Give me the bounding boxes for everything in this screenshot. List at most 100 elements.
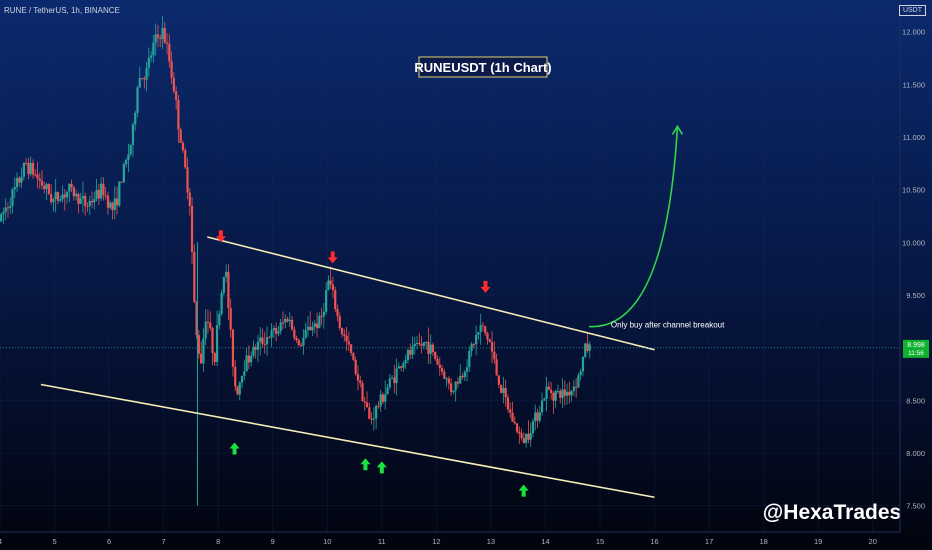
time-axis[interactable]: 4 5 6 7 8 9 10 11 12 13 14 15 16 17 18 19 20: [0, 537, 877, 546]
candle-body: [59, 199, 62, 201]
candle-body: [293, 329, 296, 339]
candle-body: [381, 394, 385, 402]
candle-body: [177, 99, 180, 130]
candle-body: [95, 190, 98, 200]
candle-body: [454, 381, 457, 391]
candle-body: [361, 383, 364, 402]
current-price-badge[interactable]: [903, 339, 929, 358]
candle-body: [384, 394, 387, 402]
candle-body: [525, 433, 528, 443]
candle-body: [422, 342, 425, 346]
sell-signal-arrow-icon: [327, 251, 338, 264]
candle-body: [584, 343, 587, 357]
candle-body: [61, 194, 64, 200]
candle-body: [211, 328, 214, 353]
candle-body: [47, 184, 50, 195]
time-tick-label: 18: [759, 537, 767, 546]
candle-body: [88, 200, 91, 206]
candle-body: [90, 200, 94, 203]
candle-body: [556, 391, 560, 393]
candle-body: [145, 67, 148, 80]
candle-body: [86, 205, 89, 207]
candle-body: [213, 352, 216, 362]
candle-body: [111, 202, 114, 210]
candle-body: [188, 192, 191, 207]
candle-body: [570, 390, 573, 396]
candle-body: [375, 405, 378, 419]
candle-body: [352, 352, 355, 360]
candle-body: [343, 334, 346, 336]
candle-body: [350, 344, 353, 353]
candle-body: [581, 356, 585, 372]
buy-signal-arrow-icon: [518, 484, 529, 497]
candle-body: [275, 327, 278, 334]
candle-body: [563, 389, 566, 396]
candle-body: [284, 318, 287, 323]
resistance-trendline[interactable]: [207, 236, 655, 351]
candle-body: [215, 325, 219, 362]
candle-body: [404, 360, 407, 364]
candle-body: [550, 389, 553, 394]
candle-body: [465, 367, 469, 372]
candle-body: [63, 194, 66, 198]
candle-countdown: 11:56: [908, 350, 924, 357]
candle-body: [134, 112, 137, 125]
watermark-label: @HexaTrades: [763, 501, 901, 524]
candle-body: [347, 341, 350, 345]
candle-body: [286, 318, 289, 322]
candle-body: [479, 325, 482, 333]
time-tick-label: 8: [216, 537, 220, 546]
candle-body: [0, 214, 3, 222]
time-tick-label: 11: [378, 537, 386, 546]
candle-body: [156, 34, 160, 38]
buy-signal-arrow-icon: [360, 458, 371, 471]
candle-body: [365, 402, 369, 408]
support-trendline[interactable]: [40, 383, 655, 499]
candle-body: [113, 198, 116, 210]
candle-body: [393, 377, 396, 384]
candle-body: [529, 433, 532, 440]
current-price-label: 8.998: [907, 342, 925, 349]
candle-body: [397, 366, 400, 369]
breakout-projection-curve[interactable]: [589, 126, 679, 328]
candle-body: [320, 315, 323, 317]
candle-body: [240, 375, 244, 383]
candle-body: [84, 196, 87, 206]
candle-body: [129, 144, 132, 155]
candle-body: [406, 350, 410, 361]
candle-body: [229, 308, 232, 330]
candle-body: [234, 366, 237, 387]
candle-body: [452, 390, 455, 393]
price-axis[interactable]: 7.5008.0008.5009.0009.50010.00010.50011.…: [902, 28, 929, 511]
candle-body: [425, 341, 428, 343]
candle-body: [481, 325, 485, 327]
candle-body: [136, 87, 139, 113]
candle-body: [225, 271, 228, 278]
candle-body: [204, 321, 207, 339]
candle-body: [486, 333, 489, 340]
currency-badge[interactable]: USDT: [898, 5, 926, 16]
time-tick-label: 19: [814, 537, 822, 546]
candle-body: [195, 301, 198, 336]
candle-body: [338, 316, 341, 329]
candle-body: [579, 371, 582, 376]
candle-body: [575, 386, 578, 388]
candle-body: [209, 322, 212, 329]
time-tick-label: 6: [107, 537, 111, 546]
candle-body: [38, 178, 41, 181]
candle-body: [184, 150, 187, 168]
candle-body: [540, 400, 544, 413]
time-tick-label: 17: [705, 537, 713, 546]
candle-body: [411, 346, 414, 355]
price-tick-label: 11.500: [903, 80, 925, 89]
candle-body: [50, 194, 53, 203]
candle-body: [413, 343, 416, 347]
candle-body: [272, 327, 275, 331]
time-tick-label: 15: [596, 537, 604, 546]
candle-body: [56, 191, 60, 201]
candle-body: [588, 344, 591, 351]
candle-body: [93, 199, 96, 203]
price-tick-label: 11.000: [903, 133, 925, 142]
candle-body: [104, 195, 107, 197]
